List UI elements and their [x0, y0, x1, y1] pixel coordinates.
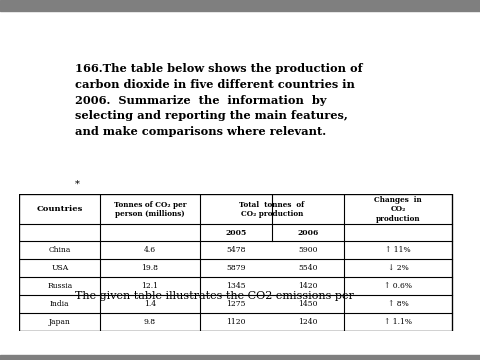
Text: China: China: [48, 246, 71, 254]
Text: 5478: 5478: [226, 246, 246, 254]
Text: 19.8: 19.8: [142, 264, 158, 272]
Text: Japan: Japan: [49, 318, 71, 326]
Text: 9.8: 9.8: [144, 318, 156, 326]
Text: India: India: [50, 300, 70, 308]
Text: 1240: 1240: [298, 318, 318, 326]
Text: 1275: 1275: [226, 300, 246, 308]
Text: Changes  in
CO₂
production: Changes in CO₂ production: [374, 196, 422, 222]
Text: 1450: 1450: [298, 300, 318, 308]
Text: 5900: 5900: [298, 246, 318, 254]
Text: 12.1: 12.1: [142, 282, 158, 290]
Text: Russia: Russia: [47, 282, 72, 290]
Text: USA: USA: [51, 264, 69, 272]
Text: Total  tonnes  of
CO₂ production: Total tonnes of CO₂ production: [239, 201, 304, 218]
Text: ↑ 11%: ↑ 11%: [385, 246, 411, 254]
Text: 166.The table below shows the production of
carbon dioxide in five different cou: 166.The table below shows the production…: [75, 63, 362, 138]
Text: 1120: 1120: [226, 318, 246, 326]
Text: 2006: 2006: [297, 229, 319, 237]
Text: 4.6: 4.6: [144, 246, 156, 254]
Text: ↓ 2%: ↓ 2%: [388, 264, 408, 272]
Text: Tonnes of CO₂ per
person (millions): Tonnes of CO₂ per person (millions): [114, 201, 186, 218]
Text: ↑ 0.6%: ↑ 0.6%: [384, 282, 412, 290]
Text: The given table illustrates the CO2 emissions per: The given table illustrates the CO2 emis…: [75, 291, 354, 301]
Text: 2005: 2005: [225, 229, 246, 237]
Text: 1.4: 1.4: [144, 300, 156, 308]
Text: 1345: 1345: [226, 282, 246, 290]
Text: ↑ 1.1%: ↑ 1.1%: [384, 318, 412, 326]
Text: 5540: 5540: [298, 264, 318, 272]
Text: *: *: [75, 180, 80, 189]
Text: ↑ 8%: ↑ 8%: [388, 300, 408, 308]
Text: 5879: 5879: [226, 264, 246, 272]
Text: 1420: 1420: [298, 282, 318, 290]
Text: Countries: Countries: [36, 206, 83, 213]
